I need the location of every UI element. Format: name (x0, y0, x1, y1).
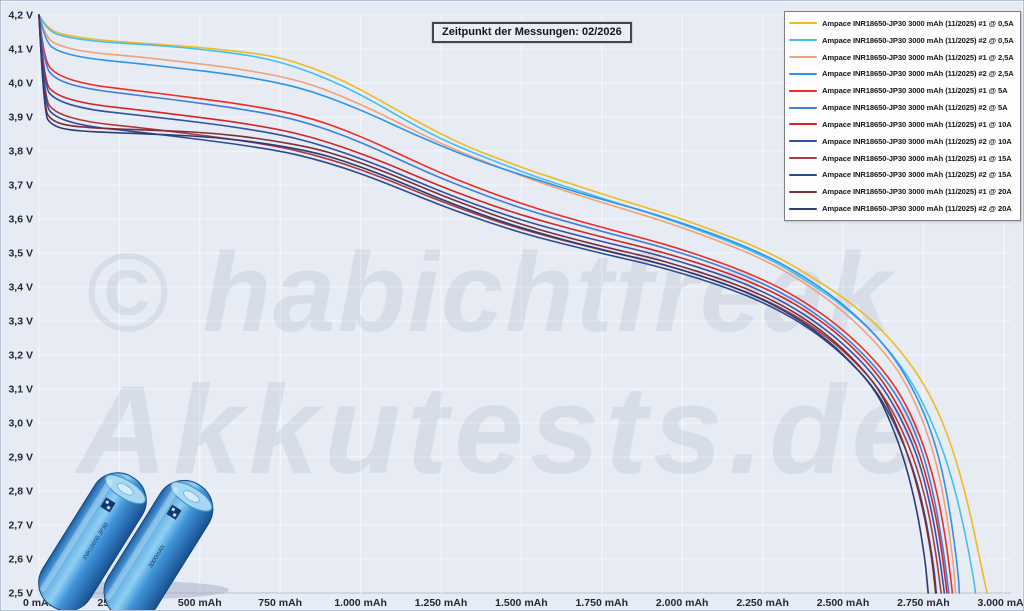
legend-row: Ampace INR18650-JP30 3000 mAh (11/2025) … (789, 167, 1016, 183)
legend-label: Ampace INR18650-JP30 3000 mAh (11/2025) … (822, 187, 1012, 197)
legend-label: Ampace INR18650-JP30 3000 mAh (11/2025) … (822, 52, 1014, 62)
discharge-curve (38, 14, 937, 594)
legend-line-swatch (789, 56, 817, 59)
y-tick-label: 3,7 V (8, 180, 33, 192)
x-tick-label: 1.000 mAh (334, 597, 387, 609)
y-tick-label: 2,9 V (8, 452, 33, 464)
x-tick-label: 1.750 mAh (576, 597, 629, 609)
legend-line-swatch (789, 89, 817, 92)
legend-label: Ampace INR18650-JP30 3000 mAh (11/2025) … (822, 119, 1012, 129)
legend-label: Ampace INR18650-JP30 3000 mAh (11/2025) … (822, 69, 1014, 79)
discharge-curves (38, 14, 988, 594)
legend-row: Ampace INR18650-JP30 3000 mAh (11/2025) … (789, 133, 1016, 149)
discharge-curve (38, 14, 988, 594)
legend-label: Ampace INR18650-JP30 3000 mAh (11/2025) … (822, 103, 1008, 113)
y-tick-label: 2,7 V (8, 520, 33, 532)
discharge-curve (38, 14, 950, 594)
y-tick-label: 3,0 V (8, 418, 33, 430)
legend-label: Ampace INR18650-JP30 3000 mAh (11/2025) … (822, 35, 1014, 45)
battery-cell-front: 3000mAh (103, 479, 214, 610)
x-tick-label: 3.000 mAh (978, 597, 1023, 609)
legend-row: Ampace INR18650-JP30 3000 mAh (11/2025) … (789, 184, 1016, 200)
legend-row: Ampace INR18650-JP30 3000 mAh (11/2025) … (789, 201, 1016, 217)
y-tick-label: 4,2 V (8, 10, 33, 22)
y-tick-label: 3,5 V (8, 248, 33, 260)
legend-line-swatch (789, 72, 817, 75)
y-tick-label: 2,5 V (8, 588, 33, 600)
legend-label: Ampace INR18650-JP30 3000 mAh (11/2025) … (822, 136, 1012, 146)
legend-line-swatch (789, 157, 817, 160)
legend-label: Ampace INR18650-JP30 3000 mAh (11/2025) … (822, 86, 1008, 96)
discharge-curve (38, 14, 954, 594)
watermark-line2: Akkutests.de (74, 361, 927, 500)
legend-row: Ampace INR18650-JP30 3000 mAh (11/2025) … (789, 32, 1016, 48)
y-tick-label: 3,9 V (8, 112, 33, 124)
x-tick-label: 2.500 mAh (817, 597, 870, 609)
x-tick-label: 1.500 mAh (495, 597, 548, 609)
legend: Ampace INR18650-JP30 3000 mAh (11/2025) … (784, 11, 1021, 221)
y-tick-label: 4,0 V (8, 78, 33, 90)
legend-row: Ampace INR18650-JP30 3000 mAh (11/2025) … (789, 150, 1016, 166)
legend-row: Ampace INR18650-JP30 3000 mAh (11/2025) … (789, 83, 1016, 99)
battery-cell-back: INR18650 JP30 (38, 472, 147, 610)
legend-line-swatch (789, 140, 817, 143)
discharge-curve (38, 14, 961, 594)
legend-row: Ampace INR18650-JP30 3000 mAh (11/2025) … (789, 100, 1016, 116)
legend-row: Ampace INR18650-JP30 3000 mAh (11/2025) … (789, 116, 1016, 132)
discharge-curve (38, 14, 946, 594)
x-tick-label: 500 mAh (178, 597, 222, 609)
x-tick-label: 1.250 mAh (415, 597, 468, 609)
legend-label: Ampace INR18650-JP30 3000 mAh (11/2025) … (822, 18, 1014, 28)
battery-photo: INR18650 JP30 3000mAh (37, 472, 229, 610)
legend-line-swatch (789, 173, 817, 176)
legend-line-swatch (789, 22, 817, 25)
y-tick-label: 3,3 V (8, 316, 33, 328)
y-tick-label: 2,6 V (8, 554, 33, 566)
legend-label: Ampace INR18650-JP30 3000 mAh (11/2025) … (822, 153, 1012, 163)
discharge-curve (38, 14, 948, 594)
y-tick-label: 2,8 V (8, 486, 33, 498)
legend-label: Ampace INR18650-JP30 3000 mAh (11/2025) … (822, 204, 1012, 214)
measurement-date-annotation: Zeitpunkt der Messungen: 02/2026 (432, 22, 632, 43)
x-tick-label: 750 mAh (258, 597, 302, 609)
y-tick-label: 3,2 V (8, 350, 33, 362)
legend-row: Ampace INR18650-JP30 3000 mAh (11/2025) … (789, 49, 1016, 65)
legend-line-swatch (789, 190, 817, 193)
legend-row: Ampace INR18650-JP30 3000 mAh (11/2025) … (789, 66, 1016, 82)
legend-line-swatch (789, 207, 817, 210)
gridlines (38, 14, 1011, 594)
discharge-curve (38, 14, 957, 594)
x-tick-label: 2.750 mAh (897, 597, 950, 609)
y-tick-label: 3,4 V (8, 282, 33, 294)
y-tick-label: 3,6 V (8, 214, 33, 226)
discharge-curve (38, 14, 929, 594)
legend-row: Ampace INR18650-JP30 3000 mAh (11/2025) … (789, 15, 1016, 31)
y-tick-label: 3,8 V (8, 146, 33, 158)
axis-tick-labels: 4,2 V 4,1 V 4,0 V 3,9 V 3,8 V 3,7 V 3,6 V 3,5 V… (8, 10, 1023, 609)
x-tick-label: 2.000 mAh (656, 597, 709, 609)
y-tick-label: 3,1 V (8, 384, 33, 396)
y-tick-label: 4,1 V (8, 44, 33, 56)
legend-line-swatch (789, 106, 817, 109)
legend-line-swatch (789, 39, 817, 42)
legend-label: Ampace INR18650-JP30 3000 mAh (11/2025) … (822, 170, 1012, 180)
legend-line-swatch (789, 123, 817, 126)
watermark-line1: © habichtfreak (85, 230, 895, 355)
x-tick-label: 2.250 mAh (736, 597, 789, 609)
